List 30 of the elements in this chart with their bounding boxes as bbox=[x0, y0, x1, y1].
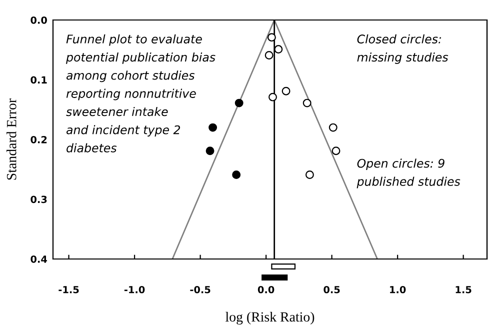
point bbox=[305, 170, 314, 179]
y-tick-label: 0.1 bbox=[30, 76, 47, 84]
y-tick-label: 0.4 bbox=[30, 255, 47, 263]
annotation: Closed circles: missing studies bbox=[357, 34, 448, 64]
x-tick-label: 0.0 bbox=[258, 286, 274, 294]
y-tick-label: 0.2 bbox=[30, 136, 47, 144]
point bbox=[264, 51, 274, 60]
y-axis-title: Standard Error bbox=[6, 98, 16, 180]
point bbox=[267, 33, 276, 42]
point bbox=[332, 146, 340, 156]
x-tick-label: -1.0 bbox=[124, 286, 145, 294]
x-tick-label: -1.5 bbox=[58, 286, 79, 294]
y-tick-label: 0.0 bbox=[30, 16, 47, 24]
annotation: Funnel plot to evaluate potential publication bias among cohort studies reporting nonnutritive sweetener intake and incident type 2 diabetes bbox=[66, 34, 216, 152]
point bbox=[302, 98, 312, 108]
point bbox=[208, 123, 218, 132]
point bbox=[234, 98, 244, 108]
x-axis-title: log (Risk Ratio) bbox=[226, 312, 314, 324]
point bbox=[282, 86, 290, 96]
y-tick-label: 0.3 bbox=[30, 196, 47, 204]
point bbox=[328, 123, 338, 132]
point bbox=[274, 45, 283, 54]
annotation: Open circles: 9 published studies bbox=[356, 158, 460, 188]
point bbox=[232, 170, 241, 179]
x-tick-label: 0.5 bbox=[324, 286, 340, 294]
point bbox=[206, 146, 214, 156]
x-tick-label: -0.5 bbox=[190, 286, 210, 294]
x-tick-label: 1.0 bbox=[390, 286, 406, 294]
point bbox=[268, 92, 277, 102]
x-tick-label: 1.5 bbox=[456, 286, 472, 294]
